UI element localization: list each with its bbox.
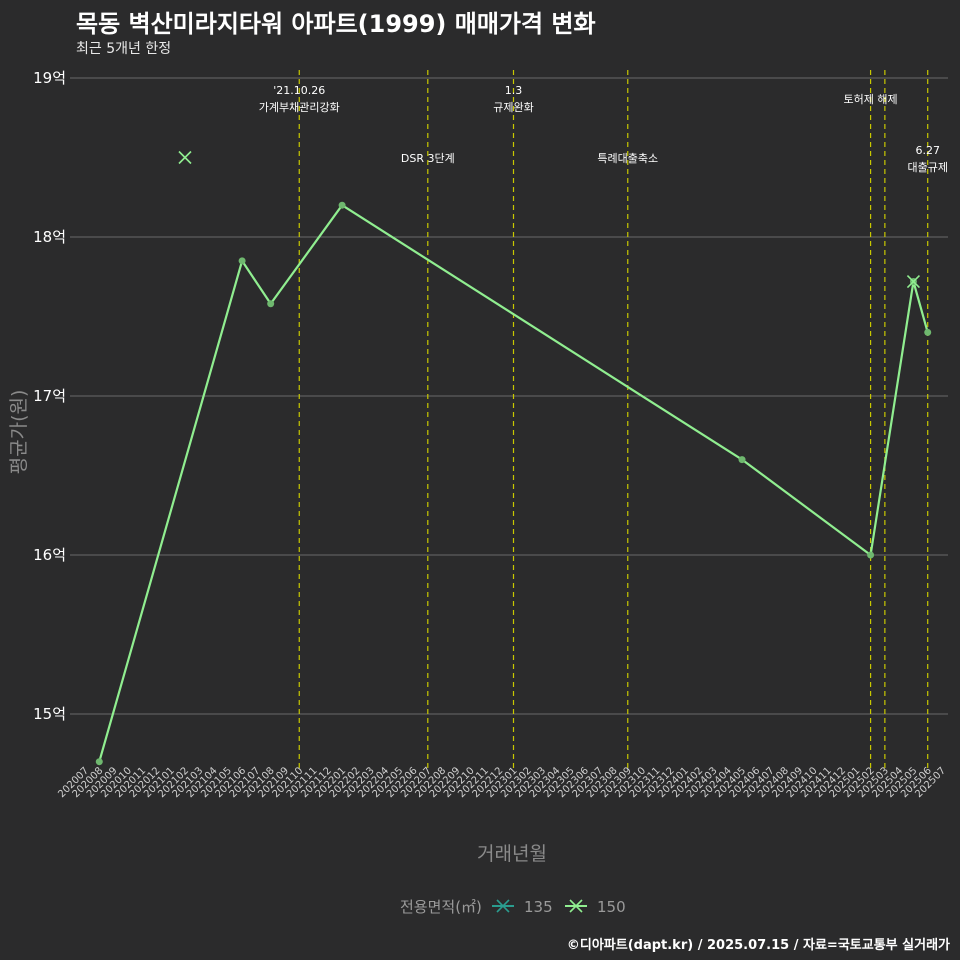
event-label: 규제완화	[493, 101, 533, 114]
x-marker-point	[906, 274, 920, 289]
series-line-150	[98, 204, 929, 763]
legend: 전용면적(㎡) 135 150	[400, 898, 626, 916]
event-label: DSR 3단계	[401, 152, 455, 165]
data-point	[95, 758, 103, 766]
event-label: 대출규제	[907, 161, 947, 174]
y-tick-label: 17억	[33, 387, 66, 405]
data-point	[924, 328, 932, 336]
chart-subtitle: 최근 5개년 한정	[76, 41, 172, 57]
event-label: '21.10.26	[273, 84, 325, 97]
y-tick-label: 19억	[33, 69, 66, 87]
y-tick-label: 18억	[33, 228, 66, 246]
y-tick-label: 16억	[33, 546, 66, 564]
event-label: 토허제 해제	[844, 92, 898, 106]
legend-item-135: 135	[492, 898, 553, 916]
data-point	[238, 257, 246, 265]
legend-item-150: 150	[565, 898, 626, 916]
data-point	[867, 551, 875, 559]
legend-title: 전용면적(㎡)	[400, 898, 482, 916]
legend-key-x	[569, 899, 583, 913]
y-axis-title: 평균가(원)	[8, 390, 30, 475]
source-caption: ©디아파트(dapt.kr) / 2025.07.15 / 자료=국토교통부 실…	[566, 938, 950, 953]
event-label: 1.3	[505, 84, 523, 97]
y-tick-label: 15억	[33, 705, 66, 723]
legend-label: 135	[524, 898, 553, 916]
x-marker-stroke	[178, 150, 192, 165]
data-point	[738, 456, 746, 464]
legend-label: 150	[597, 898, 626, 916]
data-point	[267, 300, 275, 308]
x-marker-point	[178, 150, 192, 165]
x-marker-stroke	[906, 274, 920, 289]
legend-key-x	[496, 899, 510, 913]
event-label: 가계부채관리강화	[259, 101, 340, 114]
event-label: 6.27	[915, 144, 940, 157]
event-label: 특례대출축소	[597, 152, 658, 165]
chart-title: 목동 벽산미라지타워 아파트(1999) 매매가격 변화	[76, 10, 596, 38]
x-axis-title: 거래년월	[477, 843, 547, 865]
data-point	[338, 201, 346, 209]
